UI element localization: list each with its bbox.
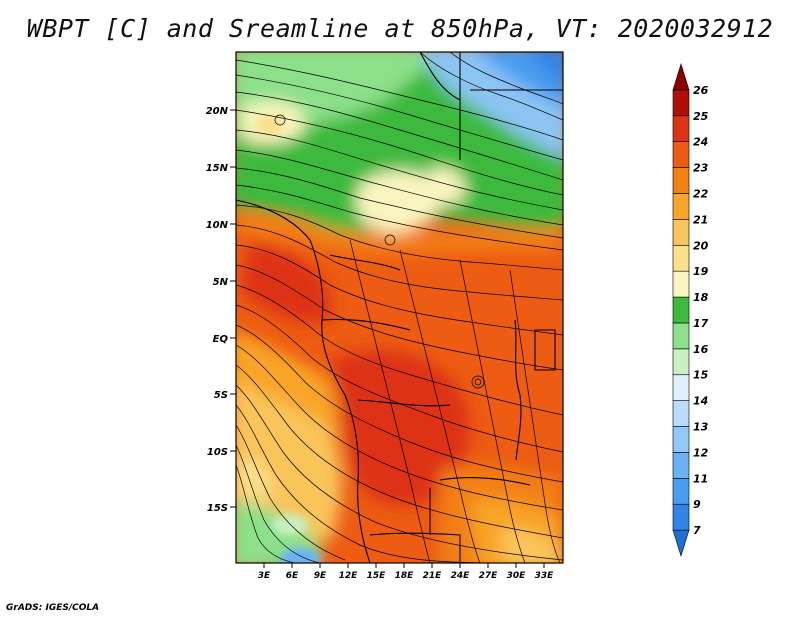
colorbar-bin — [672, 322, 690, 350]
colorbar-label: 19 — [693, 265, 709, 278]
colorbar-bin — [672, 452, 690, 479]
colorbar-label: 23 — [693, 162, 709, 175]
colorbar-label: 21 — [693, 213, 708, 226]
lat-label: 15N — [206, 163, 229, 174]
lon-label: 9E — [314, 571, 327, 581]
lon-label: 30E — [507, 571, 527, 581]
colorbar-bin — [672, 529, 690, 558]
colorbar-label: 24 — [693, 136, 708, 149]
wbpt-field — [236, 52, 563, 563]
streamlines — [236, 52, 563, 563]
colorbar-bin — [672, 296, 690, 324]
lat-label: 5S — [214, 390, 228, 401]
lat-label: 20N — [206, 106, 229, 117]
colorbar-bin — [672, 115, 690, 142]
lat-label: 10S — [207, 447, 228, 458]
colorbar-label: 12 — [693, 446, 709, 459]
colorbar-label: 13 — [693, 421, 709, 434]
footer-credit: GrADS: IGES/COLA — [6, 603, 100, 613]
lon-label: 27E — [479, 571, 499, 581]
colorbar-label: 25 — [693, 110, 709, 123]
colorbar-bin — [672, 244, 690, 272]
colorbar-label: 9 — [693, 498, 701, 511]
map-frame — [235, 51, 564, 564]
country-boundaries — [236, 52, 563, 563]
colorbar-label: 26 — [693, 84, 709, 97]
lon-label: 6E — [286, 571, 299, 581]
colorbar-bin — [672, 193, 690, 220]
colorbar-bin — [672, 348, 690, 376]
colorbar-label: 17 — [693, 317, 709, 330]
lon-label: 24E — [451, 571, 471, 581]
colorbar-bin — [672, 400, 690, 427]
colorbar-bin — [672, 62, 690, 91]
lat-label: 10N — [206, 220, 229, 231]
lon-label: 3E — [258, 571, 271, 581]
colorbar-label: 7 — [693, 524, 701, 537]
longitude-axis: 3E 6E 9E 12E 15E 18E 21E 24E 27E 30E 33E — [258, 563, 554, 581]
colorbar-label: 11 — [693, 472, 708, 485]
lon-label: 33E — [535, 571, 555, 581]
colorbar-bin — [672, 503, 690, 531]
lat-label: EQ — [213, 334, 229, 345]
lon-label: 21E — [423, 571, 443, 581]
lon-label: 18E — [395, 571, 415, 581]
lon-label: 15E — [367, 571, 387, 581]
colorbar-bin — [672, 89, 690, 117]
colorbar-label: 15 — [693, 369, 709, 382]
lat-label: 15S — [207, 503, 228, 514]
lat-label: 5N — [213, 277, 229, 288]
colorbar-bin — [672, 374, 690, 401]
colorbar-bin — [672, 270, 690, 298]
colorbar-label: 14 — [693, 395, 708, 408]
chart-title: WBPT [C] and Sreamline at 850hPa, VT: 20… — [26, 14, 774, 43]
colorbar-label: 18 — [693, 291, 709, 304]
latitude-axis: 20N 15N 10N 5N EQ 5S 10S 15S — [206, 106, 236, 514]
colorbar-label: 16 — [693, 343, 709, 356]
colorbar: 7 9 11 12 13 14 15 16 17 18 19 20 21 22 23 24 25 26 — [672, 62, 709, 558]
colorbar-bin — [672, 167, 690, 194]
colorbar-label: 20 — [693, 239, 709, 252]
colorbar-bin — [672, 478, 690, 505]
colorbar-label: 22 — [693, 187, 709, 200]
lon-label: 12E — [339, 571, 359, 581]
colorbar-bin — [672, 219, 690, 246]
colorbar-bin — [672, 141, 690, 168]
colorbar-bin — [672, 426, 690, 453]
